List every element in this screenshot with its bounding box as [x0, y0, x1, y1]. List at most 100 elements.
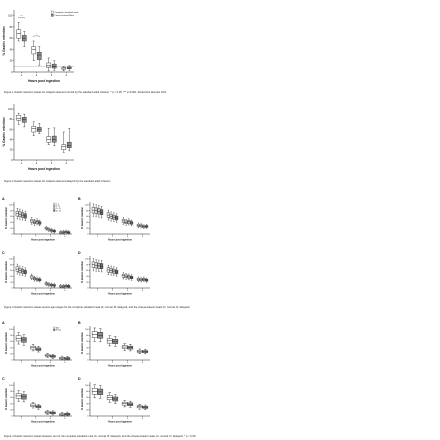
- fig3-panel-A-ytick-label: 100: [9, 205, 13, 207]
- fig2-box: [51, 135, 57, 143]
- fig3-panel-D-ytick-label: 20: [86, 282, 89, 284]
- fig3-panel-D-ytick-label: 80: [86, 264, 89, 266]
- fig4-panel-D-ytick-label: 20: [86, 410, 89, 412]
- fig1-ytick-label: 40: [10, 47, 13, 51]
- fig3-panel-A-ytick-label: 60: [10, 216, 13, 218]
- fig4-panel-C-ytick-label: 80: [10, 391, 13, 393]
- fig1-box: [36, 52, 42, 60]
- fig1-ylabel: % Gastric retention: [2, 26, 6, 55]
- figure-2-caption: Figure 2 Gastric retention values for su…: [4, 179, 111, 183]
- fig4-panel-B-ylabel: % Gastric retention: [81, 332, 84, 354]
- fig4-panel-B-xlabel: Hours post ingestion: [108, 365, 132, 368]
- fig4-panel-C-ylabel: % Gastric retention: [5, 388, 8, 410]
- fig4-panel-D-xtick-label: 4: [142, 418, 144, 420]
- fig4-panel-C-xtick-label: 3: [50, 418, 52, 420]
- fig1-xtick-label: 1: [21, 73, 23, 77]
- fig4-panel-A-legend-swatch: [53, 329, 56, 332]
- fig4-panel-A-xlabel: Hours post ingestion: [31, 365, 55, 368]
- fig2-ytick-label: 20: [10, 148, 13, 152]
- fig3-panel-D-ytick-label: 40: [86, 276, 89, 278]
- fig4-panel-C-ytick-label: 0: [11, 416, 13, 418]
- fig1-xlabel: Hours post ingestion: [28, 79, 60, 83]
- fig1-sig-bracket: [33, 35, 40, 38]
- fig4-panel-C-xtick-label: 2: [35, 418, 37, 420]
- fig4-panel-A-xtick-label: 1: [21, 362, 23, 364]
- fig4-panel-D-ytick-label: 60: [86, 397, 89, 399]
- fig4-panel-A-ytick-label: 80: [10, 335, 13, 337]
- fig4-panel-A-legend-label: Male: [56, 327, 60, 329]
- fig2-ytick-label: 60: [10, 127, 13, 131]
- fig4-panel-C-ytick-label: 40: [10, 403, 13, 405]
- fig3-panel-A-ytick-label: 40: [10, 222, 13, 224]
- fig1-box: [16, 29, 22, 39]
- fig3-panel-A-xtick-label: 4: [64, 236, 66, 238]
- fig4-panel-C-ytick-label: 60: [10, 397, 13, 399]
- fig3-panel-C-xtick-label: 2: [35, 290, 37, 292]
- fig3-panel-D-xtick-label: 3: [127, 290, 129, 292]
- fig3-panel-A-xtick-label: 1: [21, 236, 23, 238]
- fig4-panel-B-ytick-label: 20: [86, 354, 89, 356]
- fig3-panel-A-xtick-label: 2: [35, 236, 37, 238]
- fig3-panel-A-xtick-label: 3: [50, 236, 52, 238]
- fig4-panel-B-label: B: [78, 321, 81, 325]
- fig1-ytick-label: 0: [11, 70, 13, 74]
- fig4-panel-C-ytick-label: 100: [9, 385, 13, 387]
- fig1-ytick-label: 100: [8, 14, 13, 18]
- fig2-box: [66, 141, 72, 148]
- fig3-panel-A-ytick-label: 80: [10, 210, 13, 212]
- fig1-ytick-label: 60: [10, 36, 13, 40]
- fig1-box: [31, 46, 37, 55]
- fig4-panel-A-xtick-label: 2: [35, 362, 37, 364]
- fig3-panel-A-legend-label: 16 - 18: [56, 210, 61, 212]
- fig4-panel-B-ytick-label: 80: [86, 335, 89, 337]
- fig2-ytick-label: 100: [8, 107, 13, 111]
- fig4-panel-C-ytick-label: 20: [10, 410, 13, 412]
- fig3-panel-D-ytick-label: 0: [87, 288, 89, 290]
- fig4-panel-B-ytick-label: 40: [86, 347, 89, 349]
- fig1-legend-swatch: [51, 10, 54, 14]
- fig3-panel-A-legend-label: 11 - 15: [56, 208, 61, 210]
- fig3-panel-D-ylabel: % Gastric retention: [81, 261, 84, 283]
- fig1-legend-label: Cheese-based Meal: [54, 15, 74, 17]
- figure-3-caption: Figure 3 Gastric retention values across…: [4, 305, 190, 309]
- fig3-panel-B-xtick-label: 1: [97, 236, 99, 238]
- fig3-panel-A-ytick-label: 0: [11, 234, 13, 236]
- fig3-panel-C-ytick-label: 100: [9, 259, 13, 261]
- fig4-panel-B-ytick-label: 100: [85, 329, 89, 331]
- fig2-ytick-label: 80: [10, 117, 13, 121]
- fig4-panel-A-ytick-label: 40: [10, 347, 13, 349]
- fig3-panel-A-legend-label: 6 - 10: [56, 206, 60, 208]
- fig2-xtick-label: 3: [51, 161, 53, 165]
- fig4-panel-C-xtick-label: 4: [64, 418, 66, 420]
- fig3-panel-B-xtick-label: 4: [142, 236, 144, 238]
- fig3-panel-A-legend-swatch: [53, 202, 56, 205]
- fig2-box: [61, 144, 67, 151]
- fig4-panel-A-legend-swatch: [53, 326, 56, 329]
- fig3-panel-C-ylabel: % Gastric retention: [5, 261, 8, 283]
- fig4-panel-B-ytick-label: 60: [86, 341, 89, 343]
- fig3-panel-A-ylabel: % Gastric retention: [5, 207, 8, 229]
- fig3-panel-A-legend-swatch: [53, 207, 56, 210]
- fig4-panel-D-xtick-label: 3: [127, 418, 129, 420]
- fig2-box: [31, 126, 37, 133]
- fig1-box: [51, 63, 57, 69]
- fig3-panel-A-legend-swatch: [53, 209, 56, 212]
- fig4-panel-A-ylabel: % Gastric retention: [5, 332, 8, 354]
- fig2-xtick-label: 1: [21, 161, 23, 165]
- fig1-ytick-label: 20: [10, 59, 13, 63]
- figure-2: 0 20 40 60 80 100 1 2 3 4 Hours post ingestion % Ga…: [2, 104, 74, 171]
- fig3-panel-C-xtick-label: 4: [64, 290, 66, 292]
- fig3-panel-A-xlabel: Hours post ingestion: [31, 239, 55, 242]
- fig3-panel-C-ytick-label: 60: [10, 270, 13, 272]
- fig4-panel-A-ytick-label: 0: [11, 360, 13, 362]
- fig4-panel-D-ytick-label: 80: [86, 391, 89, 393]
- fig3-panel-D-xtick-label: 1: [97, 290, 99, 292]
- fig2-ytick-label: 40: [10, 138, 13, 142]
- fig3-panel-B-xtick-label: 2: [112, 236, 114, 238]
- fig4-panel-B-xtick-label: 1: [97, 362, 99, 364]
- fig3-panel-A-legend-label: 0 - 5: [56, 203, 59, 205]
- fig3-panel-C-ytick-label: 0: [11, 288, 13, 290]
- fig3-panel-A-ytick-label: 20: [10, 228, 13, 230]
